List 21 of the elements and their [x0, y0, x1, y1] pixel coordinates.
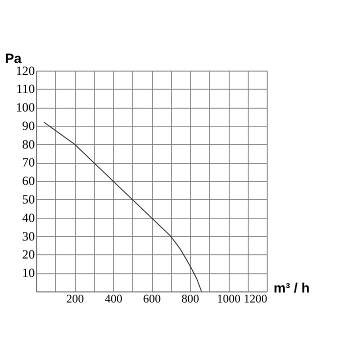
- y-tick-label: 70: [22, 156, 35, 170]
- y-tick-label: 120: [16, 64, 35, 78]
- x-tick-label: 400: [104, 292, 122, 306]
- y-tick-label: 110: [16, 82, 35, 96]
- y-tick-label: 30: [22, 229, 35, 244]
- x-tick-label: 1000: [217, 292, 241, 306]
- y-tick-label: 60: [22, 174, 35, 188]
- y-tick-label: 10: [22, 266, 35, 280]
- x-tick-label: 800: [182, 292, 200, 306]
- line-series: [43, 122, 202, 292]
- x-tick-label: 1200: [244, 292, 268, 306]
- x-tick-label: 200: [66, 292, 84, 306]
- y-tick-label: 40: [22, 210, 35, 225]
- x-tick-label: 600: [143, 292, 161, 306]
- y-tick-label: 100: [16, 100, 35, 115]
- x-axis-title: m³ / h: [274, 280, 310, 296]
- y-tick-label: 80: [22, 137, 35, 152]
- y-tick-label: 90: [22, 118, 35, 133]
- y-tick-label: 20: [22, 248, 35, 262]
- y-axis-title: Pa: [4, 51, 22, 66]
- y-tick-label: 50: [22, 192, 35, 206]
